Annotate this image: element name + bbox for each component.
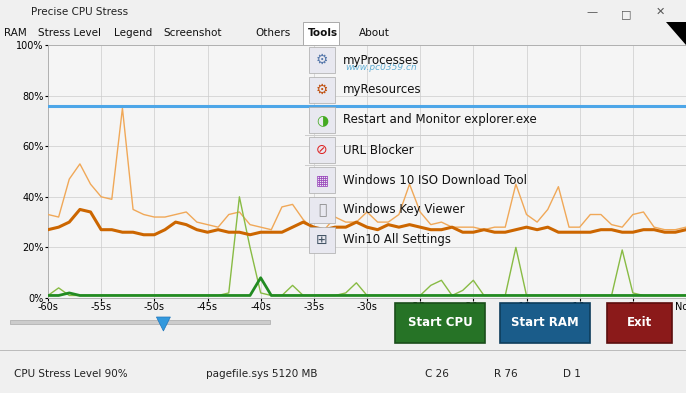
FancyBboxPatch shape	[309, 47, 335, 73]
Text: Legend: Legend	[114, 29, 152, 39]
Text: Restart and Monitor explorer.exe: Restart and Monitor explorer.exe	[343, 114, 536, 127]
Text: □: □	[621, 9, 631, 19]
FancyBboxPatch shape	[309, 137, 335, 163]
Text: ⊞: ⊞	[316, 233, 328, 247]
Text: ▦: ▦	[316, 173, 329, 187]
Text: ⊘: ⊘	[316, 143, 328, 157]
FancyBboxPatch shape	[309, 77, 335, 103]
Text: Screenshot: Screenshot	[164, 29, 222, 39]
Text: URL Blocker: URL Blocker	[343, 143, 414, 156]
FancyBboxPatch shape	[10, 320, 270, 324]
Text: Start CPU: Start CPU	[407, 316, 473, 329]
Text: myResources: myResources	[343, 83, 422, 97]
Text: Windows Key Viewer: Windows Key Viewer	[343, 204, 464, 217]
Polygon shape	[156, 317, 170, 331]
Text: www.pc0359.cn: www.pc0359.cn	[346, 63, 418, 72]
Text: Win10 All Settings: Win10 All Settings	[343, 233, 451, 246]
Polygon shape	[666, 22, 686, 45]
FancyBboxPatch shape	[309, 167, 335, 193]
Text: CPU Stress Level 90%: CPU Stress Level 90%	[14, 369, 128, 379]
Text: Tools: Tools	[308, 29, 338, 39]
Text: ⚙: ⚙	[316, 53, 328, 67]
Text: Exit: Exit	[627, 316, 652, 329]
Text: pagefile.sys 5120 MB: pagefile.sys 5120 MB	[206, 369, 318, 379]
Text: ✕: ✕	[656, 7, 665, 17]
FancyBboxPatch shape	[607, 303, 672, 343]
Text: —: —	[587, 7, 598, 17]
Text: 🔑: 🔑	[318, 203, 326, 217]
Text: Windows 10 ISO Download Tool: Windows 10 ISO Download Tool	[343, 173, 527, 187]
FancyBboxPatch shape	[303, 22, 339, 44]
Text: Precise CPU Stress: Precise CPU Stress	[31, 7, 128, 17]
Text: myProcesses: myProcesses	[343, 53, 419, 66]
FancyBboxPatch shape	[309, 107, 335, 133]
FancyBboxPatch shape	[395, 303, 485, 343]
Text: D 1: D 1	[563, 369, 580, 379]
Text: Stress Level: Stress Level	[38, 29, 101, 39]
FancyBboxPatch shape	[500, 303, 590, 343]
Text: C 26: C 26	[425, 369, 449, 379]
Text: About: About	[359, 29, 390, 39]
Text: ◑: ◑	[316, 113, 328, 127]
Text: Start RAM: Start RAM	[511, 316, 579, 329]
Text: RAM: RAM	[3, 29, 26, 39]
Text: Others: Others	[255, 29, 291, 39]
Text: ⚙: ⚙	[316, 83, 328, 97]
Text: R 76: R 76	[494, 369, 517, 379]
FancyBboxPatch shape	[309, 197, 335, 223]
FancyBboxPatch shape	[309, 227, 335, 253]
